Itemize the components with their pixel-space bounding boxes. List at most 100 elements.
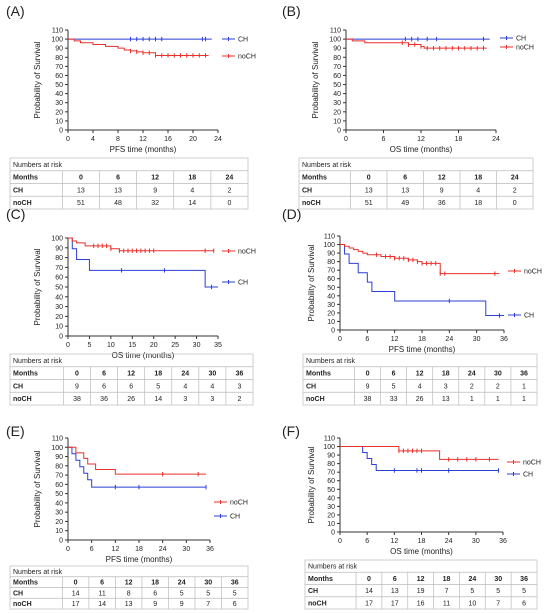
risk-table-header-cell: 12 xyxy=(438,175,446,182)
y-tick-label: 100 xyxy=(51,37,63,44)
risk-table-title: Numbers at risk xyxy=(308,564,358,571)
risk-table-header-cell: 12 xyxy=(416,371,424,378)
y-tick-label: 20 xyxy=(55,314,63,321)
risk-table-cell: 6 xyxy=(102,383,106,390)
y-tick-label: 20 xyxy=(55,109,63,116)
risk-table-header-cell: 6 xyxy=(392,371,396,378)
series-ch xyxy=(68,36,212,42)
risk-table-title: Numbers at risk xyxy=(302,162,352,169)
y-axis-title: Probability of Survival xyxy=(311,41,320,118)
risk-table-cell: 13 xyxy=(442,396,450,403)
x-tick-label: 12 xyxy=(139,136,147,143)
series-ch xyxy=(346,36,490,42)
y-tick-label: 70 xyxy=(327,268,335,275)
x-tick-label: 36 xyxy=(499,538,507,545)
legend-item-noch: noCH xyxy=(222,249,256,256)
risk-table-cell: 4 xyxy=(183,383,187,390)
y-tick-label: 80 xyxy=(327,259,335,266)
y-tick-label: 110 xyxy=(324,436,335,443)
y-tick-label: 60 xyxy=(55,73,63,80)
risk-table-cell: 7 xyxy=(445,588,449,595)
y-tick-label: 70 xyxy=(333,64,341,71)
legend-label-noch: noCH xyxy=(524,269,542,276)
risk-table-header-cell: 30 xyxy=(204,580,212,587)
risk-table-cell: 7 xyxy=(206,601,210,608)
risk-table-cell: 14 xyxy=(154,396,162,403)
legend-item-ch: CH xyxy=(222,37,248,44)
y-tick-label: 80 xyxy=(327,461,335,468)
x-tick-label: 12 xyxy=(111,546,119,553)
panel-label: (D) xyxy=(282,206,301,222)
survival-curve-ch xyxy=(68,446,207,488)
risk-table-cell: 17 xyxy=(72,601,80,608)
y-tick-label: 90 xyxy=(55,454,63,461)
x-axis-title: PFS time (months) xyxy=(106,555,173,564)
y-axis-title: Probability of Survival xyxy=(307,446,316,523)
x-tick-label: 0 xyxy=(66,136,70,143)
x-tick-label: 24 xyxy=(159,546,167,553)
y-tick-label: 40 xyxy=(55,294,63,301)
risk-table-header-cell: 18 xyxy=(151,580,159,587)
y-tick-label: 30 xyxy=(327,504,335,511)
y-tick-label: 0 xyxy=(337,128,341,135)
risk-table: Numbers at risk Months 0 6 12 18 24 CH 13 13 9 4 2 no… xyxy=(298,157,534,210)
risk-table-cell: 17 xyxy=(391,600,399,607)
risk-table-header-label: Months xyxy=(302,175,327,182)
risk-table-cell: 4 xyxy=(418,383,422,390)
y-tick-label: 80 xyxy=(55,55,63,62)
x-tick-label: 0 xyxy=(338,538,342,545)
risk-table-cell: 14 xyxy=(365,588,373,595)
risk-table-cell: 4 xyxy=(476,187,480,194)
risk-table-cell: 9 xyxy=(153,187,157,194)
y-tick-label: 20 xyxy=(333,109,341,116)
y-tick-label: 90 xyxy=(327,251,335,258)
risk-table-cell: 0 xyxy=(513,200,517,207)
y-tick-label: 0 xyxy=(331,328,335,335)
risk-table-header-cell: 36 xyxy=(520,371,528,378)
risk-table-title: Numbers at risk xyxy=(13,358,63,365)
risk-table-cell: 6 xyxy=(522,600,526,607)
y-tick-label: 60 xyxy=(327,276,335,283)
risk-table-cell: 6 xyxy=(233,601,237,608)
series-ch xyxy=(68,446,207,490)
y-tick-label: 80 xyxy=(333,55,341,62)
risk-table-header-cell: 18 xyxy=(442,371,450,378)
panel-label: (A) xyxy=(6,3,25,19)
risk-table-group-label: noCH xyxy=(302,200,321,207)
risk-table-header-cell: 24 xyxy=(511,175,519,182)
y-tick-label: 10 xyxy=(327,521,335,528)
risk-table-group-label: noCH xyxy=(13,200,32,207)
risk-table-cell: 16 xyxy=(417,600,425,607)
risk-table-group-label: noCH xyxy=(306,396,325,403)
risk-table-cell: 9 xyxy=(180,601,184,608)
y-tick-label: 100 xyxy=(323,444,335,451)
y-tick-label: 50 xyxy=(327,487,335,494)
y-tick-label: 0 xyxy=(331,530,335,537)
risk-table-group-label: CH xyxy=(13,187,23,194)
risk-table-cell: 9 xyxy=(153,601,157,608)
risk-table-cell: 14 xyxy=(188,200,196,207)
legend-label-ch: CH xyxy=(524,313,534,320)
legend-item-noch: noCH xyxy=(500,45,534,52)
risk-table-header-cell: 18 xyxy=(474,175,482,182)
legend-label-ch: CH xyxy=(238,280,248,287)
risk-table-cell: 5 xyxy=(233,590,237,597)
y-tick-label: 50 xyxy=(55,285,63,292)
legend-label-noch: noCH xyxy=(516,45,534,52)
y-tick-label: 50 xyxy=(333,82,341,89)
y-tick-label: 0 xyxy=(59,128,63,135)
risk-table-cell: 2 xyxy=(513,187,517,194)
x-tick-label: 20 xyxy=(150,342,158,349)
risk-table-cell: 0 xyxy=(227,200,231,207)
risk-table-cell: 13 xyxy=(365,187,373,194)
x-tick-label: 18 xyxy=(135,546,143,553)
y-tick-label: 90 xyxy=(55,245,63,252)
y-tick-label: 20 xyxy=(55,519,63,526)
x-tick-label: 30 xyxy=(473,336,481,343)
risk-table-cell: 18 xyxy=(474,200,482,207)
risk-table-cell: 9 xyxy=(440,187,444,194)
risk-table-cell: 32 xyxy=(151,200,159,207)
